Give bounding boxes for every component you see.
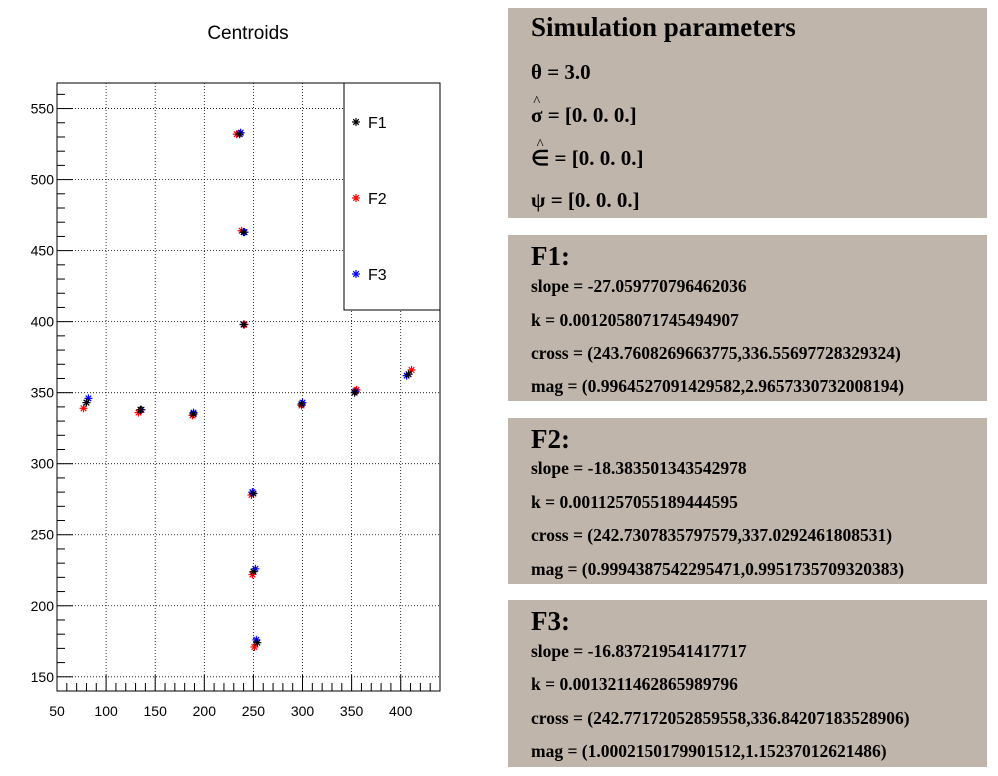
data-point-f1 <box>350 388 359 397</box>
simulation-parameters-panel: Simulation parameters θ = 3.0 σ = [0. 0.… <box>508 8 987 218</box>
params-title: Simulation parameters <box>531 12 796 42</box>
y-tick-label: 350 <box>31 385 55 401</box>
x-tick-label: 200 <box>193 703 217 719</box>
data-point-f2 <box>79 404 88 413</box>
fit-k: k = 0.0011257055189444595 <box>531 492 738 512</box>
data-point-f1 <box>136 405 145 414</box>
x-tick-label: 250 <box>242 703 266 719</box>
fit-title: F2: <box>531 424 570 454</box>
legend-label: F2 <box>368 191 387 208</box>
fit-title: F3: <box>531 606 570 636</box>
sigma-symbol: σ <box>531 103 542 128</box>
legend-marker-f1 <box>352 118 360 126</box>
fit-mag: mag = (0.9964527091429582,2.965733073200… <box>531 376 905 396</box>
x-tick-label: 50 <box>49 703 65 719</box>
x-tick-label: 400 <box>389 703 413 719</box>
y-tick-label: 250 <box>31 527 55 543</box>
epsilon-value: = [0. 0. 0.] <box>549 146 644 170</box>
fit-slope: slope = -18.383501343542978 <box>531 458 747 478</box>
data-point-f1 <box>235 130 244 139</box>
fit-slope: slope = -16.837219541417717 <box>531 641 747 661</box>
fit-title: F1: <box>531 241 570 271</box>
legend-marker-f3 <box>352 270 360 278</box>
fit-panel-f2: F2: slope = -18.383501343542978 k = 0.00… <box>508 418 987 584</box>
y-tick-label: 150 <box>31 669 55 685</box>
param-sigma: σ = [0. 0. 0.] <box>531 103 637 128</box>
chart-title: Centroids <box>207 23 288 44</box>
fit-panel-f3: F3: slope = -16.837219541417717 k = 0.00… <box>508 600 987 767</box>
y-tick-label: 550 <box>31 101 55 117</box>
data-point-f1 <box>239 228 248 237</box>
data-point-f2 <box>407 365 416 374</box>
data-point-f1 <box>239 320 248 329</box>
y-tick-label: 200 <box>31 598 55 614</box>
param-epsilon: ∈ = [0. 0. 0.] <box>531 146 644 171</box>
legend-label: F1 <box>368 115 387 132</box>
fit-mag: mag = (1.0002150179901512,1.152370126214… <box>531 741 887 761</box>
data-point-f1 <box>249 567 258 576</box>
data-point-f1 <box>249 489 258 498</box>
y-tick-label: 400 <box>31 314 55 330</box>
data-point-f2 <box>250 642 259 651</box>
legend-box <box>343 82 441 311</box>
param-theta: θ = 3.0 <box>531 60 591 84</box>
y-tick-label: 450 <box>31 243 55 259</box>
epsilon-symbol: ∈ <box>531 146 549 171</box>
fit-cross: cross = (243.7608269663775,336.556977283… <box>531 343 901 363</box>
y-tick-label: 300 <box>31 456 55 472</box>
data-point-f1 <box>404 370 413 379</box>
fit-k: k = 0.0012058071745494907 <box>531 310 739 330</box>
data-point-f1 <box>297 400 306 409</box>
x-tick-label: 300 <box>291 703 315 719</box>
chart-svg: Centroids 50 100 150 200 250 300 350 400 150 200 25… <box>31 23 441 719</box>
x-tick-label: 350 <box>340 703 364 719</box>
legend-label: F3 <box>368 267 387 284</box>
x-tick-label: 100 <box>94 703 118 719</box>
y-tick-label: 500 <box>31 172 55 188</box>
sigma-value: = [0. 0. 0.] <box>542 103 637 127</box>
centroids-chart: Centroids 50 100 150 200 250 300 350 400 150 200 25… <box>31 23 441 719</box>
fit-k: k = 0.0013211462865989796 <box>531 674 738 694</box>
fit-cross: cross = (242.7307835797579,337.029246180… <box>531 525 893 545</box>
legend-marker-f2 <box>352 194 360 202</box>
fit-mag: mag = (0.9994387542295471,0.995173570932… <box>531 559 905 579</box>
data-point-f1 <box>189 409 198 418</box>
data-point-f1 <box>253 638 262 647</box>
fit-slope: slope = -27.059770796462036 <box>531 276 747 296</box>
fit-cross: cross = (242.77172052859558,336.84207183… <box>531 708 910 728</box>
plot-frame <box>56 82 441 692</box>
fit-panel-f1: F1: slope = -27.059770796462036 k = 0.00… <box>508 235 987 401</box>
data-point-f1 <box>82 398 91 407</box>
x-tick-label: 150 <box>144 703 168 719</box>
param-psi: ψ = [0. 0. 0.] <box>531 188 640 212</box>
